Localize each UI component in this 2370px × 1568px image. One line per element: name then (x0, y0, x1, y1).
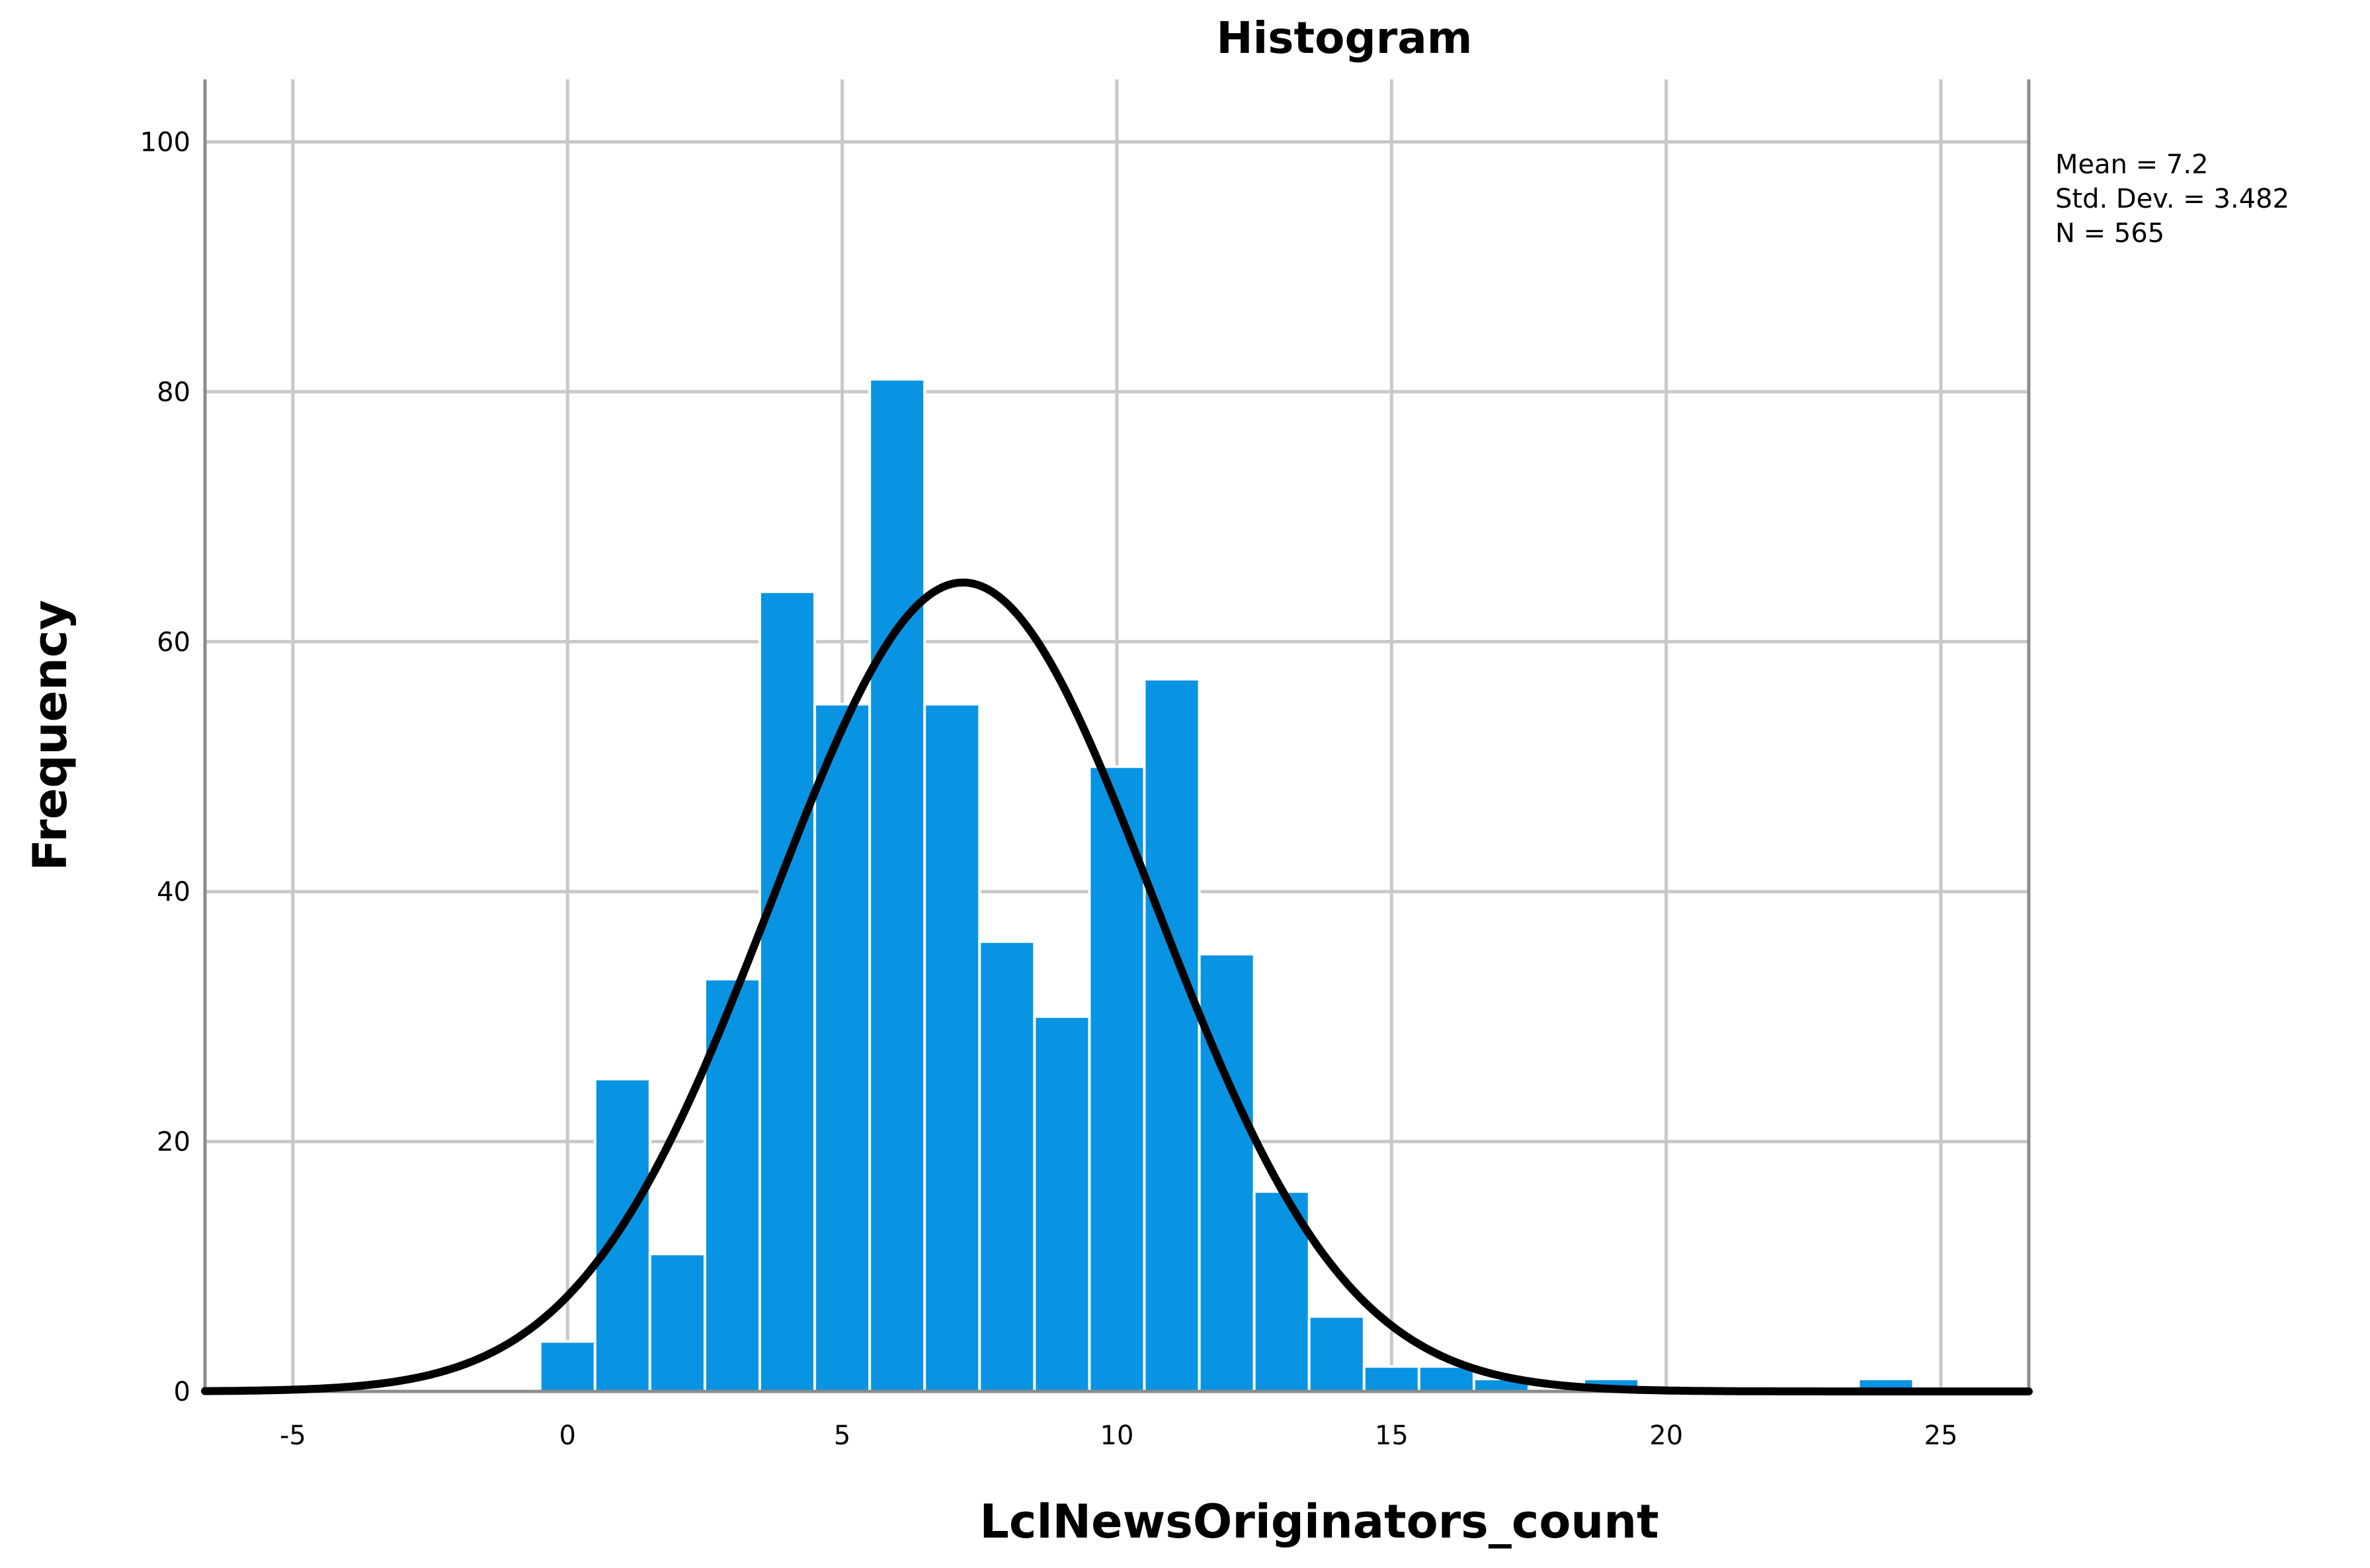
histogram-bar (813, 702, 872, 1393)
ticks-layer: -5 0 5 10 15 20 25 0 20 40 60 80 100 (140, 127, 1958, 1451)
histogram-bar (1307, 1315, 1366, 1393)
histogram-bar (1198, 952, 1256, 1393)
y-tick-label: 0 (174, 1377, 190, 1407)
x-tick-label: 20 (1649, 1421, 1683, 1451)
stat-n: N = 565 (2055, 218, 2164, 249)
stat-std-dev: Std. Dev. = 3.482 (2055, 184, 2289, 214)
curve-layer (201, 578, 2033, 1395)
normal-curve (201, 578, 2033, 1395)
x-tick-label: 10 (1100, 1421, 1134, 1451)
x-tick-label: 25 (1924, 1421, 1958, 1451)
histogram-bar (758, 590, 817, 1393)
x-tick-label: 5 (834, 1421, 850, 1451)
y-tick-label: 100 (140, 127, 190, 157)
histogram-bar (923, 702, 981, 1393)
histogram-bar (1362, 1365, 1420, 1393)
y-tick-label: 80 (157, 377, 190, 407)
histogram-bar (1143, 677, 1201, 1393)
histogram-bar (593, 1077, 651, 1393)
histogram-bar (868, 378, 926, 1393)
y-tick-label: 60 (157, 627, 190, 657)
histogram-bar (1417, 1365, 1475, 1393)
histogram-bar (978, 940, 1036, 1393)
y-tick-label: 40 (157, 877, 190, 907)
x-tick-label: 0 (559, 1421, 576, 1451)
chart-title: Histogram (1216, 13, 1472, 63)
stat-mean: Mean = 7.2 (2055, 149, 2209, 180)
x-axis-title: LclNewsOriginators_count (979, 1495, 1658, 1549)
histogram-bar (538, 1340, 596, 1393)
x-tick-label: 15 (1375, 1421, 1409, 1451)
bars-layer (538, 378, 1915, 1393)
y-tick-label: 20 (157, 1127, 190, 1157)
histogram-bar (1033, 1015, 1091, 1393)
histogram-bar (1088, 765, 1146, 1393)
histogram-bar (648, 1253, 706, 1393)
y-axis-title: Frequency (23, 600, 77, 871)
x-tick-label: -5 (280, 1421, 306, 1451)
